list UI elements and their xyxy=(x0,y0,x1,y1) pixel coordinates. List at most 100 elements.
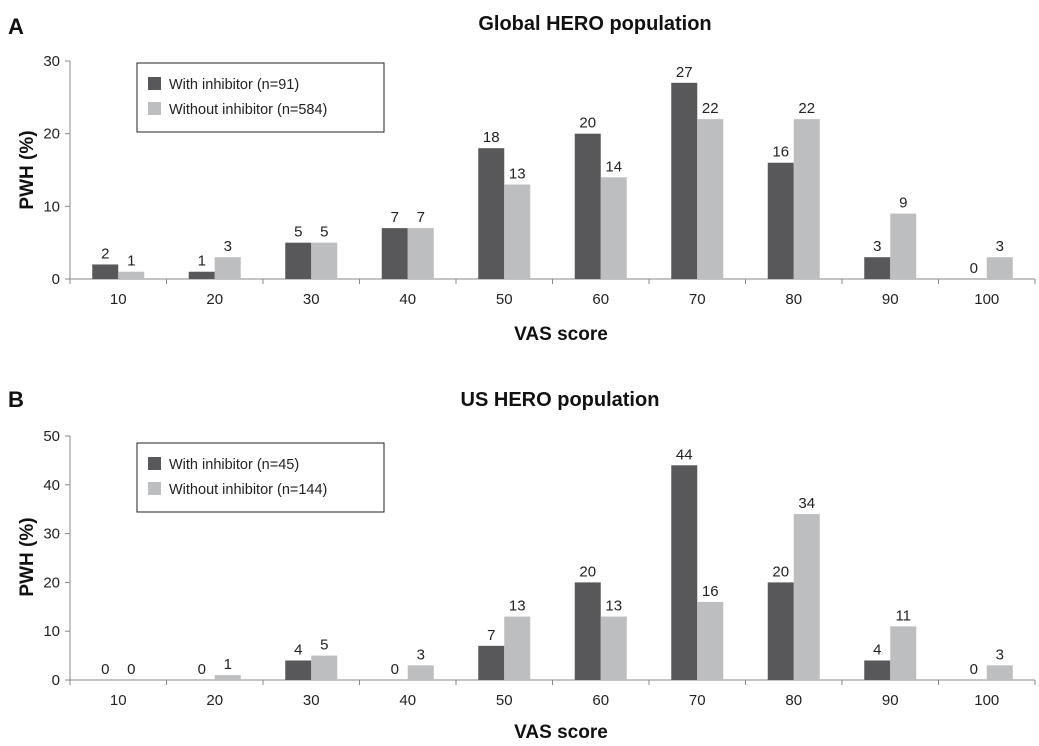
panel-b-x-tick-label: 70 xyxy=(689,692,706,709)
panel-a-bar-with-inhibitor xyxy=(478,148,505,279)
panel-b-bar-without-inhibitor xyxy=(697,601,724,680)
panel-a-legend-label: Without inhibitor (n=584) xyxy=(169,102,327,118)
panel-a-data-label: 2 xyxy=(101,245,109,262)
panel-a-y-tick-label: 20 xyxy=(43,126,60,143)
panel-b-title: US HERO population xyxy=(461,389,660,411)
panel-b-bar-without-inhibitor xyxy=(986,665,1013,680)
panel-a-bar-with-inhibitor xyxy=(864,257,891,279)
panel-a-data-label: 7 xyxy=(417,209,425,226)
panel-a-bar-without-inhibitor xyxy=(311,242,338,279)
panel-a-y-tick-label: 30 xyxy=(43,53,60,70)
panel-b-data-label: 44 xyxy=(676,446,693,463)
panel-a-bar-with-inhibitor xyxy=(671,82,698,279)
panel-b-bar-without-inhibitor xyxy=(793,514,820,680)
panel-b-x-tick-label: 20 xyxy=(206,692,223,709)
panel-b-data-label: 11 xyxy=(895,607,911,624)
panel-a-data-label: 14 xyxy=(605,158,622,175)
panel-a-bar-with-inhibitor xyxy=(92,264,119,279)
panel-b-legend-swatch xyxy=(148,457,161,470)
panel-b-legend-label: Without inhibitor (n=144) xyxy=(169,482,327,498)
panel-a-bar-with-inhibitor xyxy=(381,228,408,279)
panel-a-bar-with-inhibitor xyxy=(285,242,312,279)
panel-b-x-tick-label: 10 xyxy=(110,692,127,709)
panel-b-data-label: 0 xyxy=(101,661,109,678)
panel-b-legend-label: With inhibitor (n=45) xyxy=(169,457,299,473)
panel-a-x-tick-label: 20 xyxy=(206,291,223,308)
panel-a-data-label: 18 xyxy=(483,129,500,146)
panel-b-data-label: 1 xyxy=(224,656,232,673)
panel-b-x-axis-title: VAS score xyxy=(514,722,608,743)
panel-a-legend-label: With inhibitor (n=91) xyxy=(169,77,299,93)
panel-b-data-label: 4 xyxy=(294,641,302,658)
panel-a-bar-without-inhibitor xyxy=(890,213,917,279)
panel-b-data-label: 5 xyxy=(320,637,328,654)
panel-b-x-tick-label: 60 xyxy=(592,692,609,709)
panel-a-x-tick-label: 10 xyxy=(110,291,127,308)
panel-b-x-tick-label: 80 xyxy=(785,692,802,709)
panel-b-data-label: 13 xyxy=(509,598,526,615)
panel-b-y-tick-label: 0 xyxy=(52,672,60,689)
panel-b-y-tick-label: 20 xyxy=(43,574,60,591)
panel-a-bar-with-inhibitor xyxy=(767,162,794,279)
panel-b-data-label: 3 xyxy=(417,646,425,663)
panel-a-bar-without-inhibitor xyxy=(214,257,241,279)
panel-a-bar-with-inhibitor xyxy=(188,271,215,279)
panel-a-x-tick-label: 70 xyxy=(689,291,706,308)
panel-a-bar-with-inhibitor xyxy=(574,133,601,279)
panel-a-bar-without-inhibitor xyxy=(118,271,145,279)
panel-a-x-tick-label: 40 xyxy=(399,291,416,308)
panel-b-y-tick-label: 30 xyxy=(43,526,60,543)
panel-b-data-label: 16 xyxy=(702,583,719,600)
panel-a-bar-without-inhibitor xyxy=(697,119,724,279)
panel-b-bar-without-inhibitor xyxy=(214,675,241,680)
panel-b-y-axis-title: PWH (%) xyxy=(17,517,38,596)
panel-b-data-label: 34 xyxy=(798,495,815,512)
panel-b-y-tick-label: 10 xyxy=(43,623,60,640)
panel-b-x-tick-label: 40 xyxy=(399,692,416,709)
panel-a-data-label: 16 xyxy=(772,144,789,161)
panel-b-data-label: 7 xyxy=(487,627,495,644)
panel-a-bar-without-inhibitor xyxy=(600,177,627,279)
panel-a-data-label: 1 xyxy=(198,253,206,270)
panel-a-bar-without-inhibitor xyxy=(504,184,531,279)
panel-b-legend-swatch xyxy=(148,482,161,495)
panel-a-y-tick-label: 0 xyxy=(52,271,60,288)
panel-a-data-label: 20 xyxy=(579,115,596,132)
panel-a-x-tick-label: 30 xyxy=(303,291,320,308)
panel-b-x-tick-label: 30 xyxy=(303,692,320,709)
panel-b-data-label: 3 xyxy=(996,646,1004,663)
panel-a-x-tick-label: 80 xyxy=(785,291,802,308)
panel-b-data-label: 0 xyxy=(391,661,399,678)
panel-b-data-label: 13 xyxy=(605,598,622,615)
panel-b-data-label: 0 xyxy=(127,661,135,678)
panel-b-data-label: 0 xyxy=(970,661,978,678)
panel-b-data-label: 20 xyxy=(772,563,789,580)
panel-a-bar-without-inhibitor xyxy=(793,119,820,279)
panel-b-bar-with-inhibitor xyxy=(864,660,891,680)
panel-a-data-label: 3 xyxy=(224,238,232,255)
panel-a-data-label: 27 xyxy=(676,64,693,81)
panel-a-data-label: 0 xyxy=(970,260,978,277)
panel-a-data-label: 3 xyxy=(873,238,881,255)
panel-a-data-label: 22 xyxy=(702,100,719,117)
panel-b-data-label: 20 xyxy=(579,563,596,580)
panel-a-legend-swatch xyxy=(148,77,161,90)
panel-a-letter: A xyxy=(8,14,24,39)
panel-b-y-tick-label: 40 xyxy=(43,477,60,494)
panel-b-data-label: 4 xyxy=(873,641,881,658)
panel-a-bar-without-inhibitor xyxy=(407,228,434,279)
panel-b-x-tick-label: 90 xyxy=(882,692,899,709)
panel-a-legend-box xyxy=(136,62,385,133)
panel-b-bar-with-inhibitor xyxy=(767,582,794,680)
panel-a-data-label: 5 xyxy=(320,224,328,241)
panel-a-data-label: 3 xyxy=(996,238,1004,255)
panel-b-bar-with-inhibitor xyxy=(285,660,312,680)
panel-a-y-tick-label: 10 xyxy=(43,198,60,215)
panel-a-x-axis-title: VAS score xyxy=(514,324,608,345)
panel-b-bar-without-inhibitor xyxy=(407,665,434,680)
panel-b-bar-without-inhibitor xyxy=(600,616,627,680)
panel-a-data-label: 22 xyxy=(798,100,815,117)
panel-a-data-label: 7 xyxy=(391,209,399,226)
